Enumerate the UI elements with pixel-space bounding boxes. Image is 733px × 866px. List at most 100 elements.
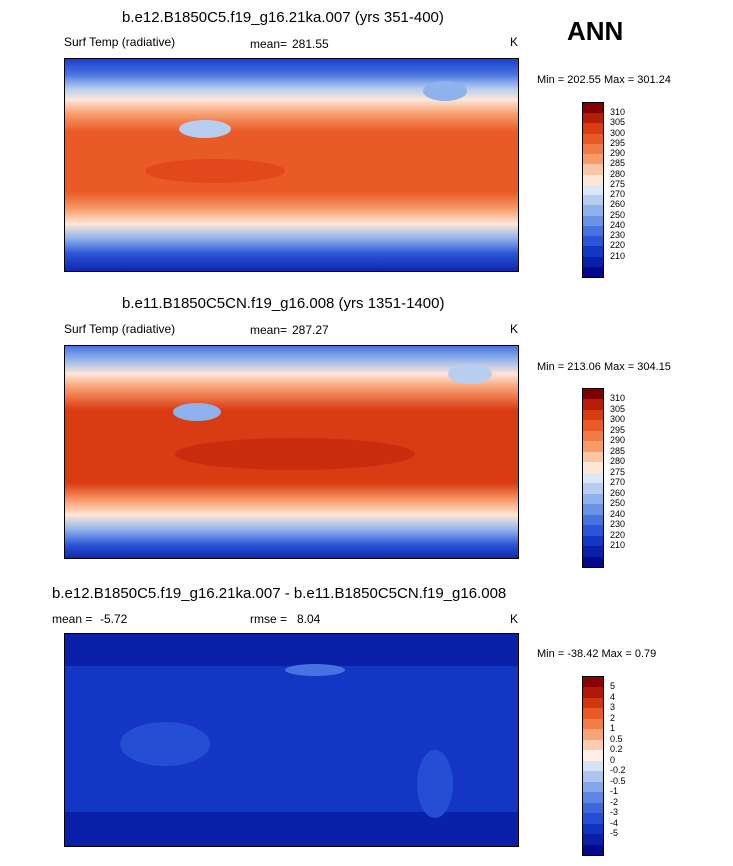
colorbar-tick-label: -0.5 [610,775,626,786]
panel2-map [64,345,519,559]
colorbar-tick-label: 210 [610,540,626,551]
colorbar-tick-label: 5 [610,681,616,692]
colorbar-tick-label: 240 [610,508,626,519]
colorbar-swatch [583,514,603,526]
colorbar-tick-label: 220 [610,529,626,540]
panel3-title: b.e12.B1850C5.f19_g16.21ka.007 - b.e11.B… [52,585,507,602]
colorbar-swatch [583,225,603,237]
colorbar-swatch [583,143,603,155]
colorbar-swatch [583,472,603,484]
panel3-rmse-value: 8.04 [297,612,321,626]
colorbar-swatch [583,483,603,494]
colorbar-swatch [583,677,603,688]
colorbar-tick-label: 310 [610,107,626,118]
colorbar-swatch [583,236,603,247]
panel1-map [64,58,519,272]
panel3-mean-label: mean = [52,612,93,626]
colorbar-swatch [583,792,603,803]
colorbar-swatch [583,184,603,196]
colorbar-swatch [583,451,603,463]
colorbar-swatch [583,174,603,185]
panel3-units: K [510,612,519,626]
panel1-variable: Surf Temp (radiative) [64,35,176,49]
panel1-units: K [510,35,519,49]
colorbar-swatch [583,164,603,175]
panel3-minmax: Min = -38.42 Max = 0.79 [537,648,657,660]
colorbar-tick-label: 240 [610,219,626,230]
colorbar-tick-label: 280 [610,168,626,179]
colorbar-tick-label: 305 [610,117,626,128]
colorbar-tick-label: 260 [610,199,626,210]
colorbar-swatch [583,133,603,144]
colorbar-swatch [583,113,603,124]
colorbar-swatch [583,546,603,557]
colorbar-tick-label: 270 [610,477,626,488]
panel2-units: K [510,322,519,336]
colorbar-swatch [583,802,603,814]
colorbar-tick-label: 2 [610,712,616,723]
panel1-mean-value: 281.55 [292,37,329,51]
colorbar-swatch [583,687,603,698]
colorbar-swatch [583,430,603,442]
colorbar-tick-label: -4 [610,817,619,828]
panel1-mean-label: mean= [250,37,288,51]
colorbar-swatch [583,103,603,114]
colorbar-swatch [583,246,603,257]
colorbar-tick-label: -2 [610,796,619,807]
panel3-rmse-label: rmse = [250,612,288,626]
colorbar-tick-label: 0 [610,754,616,765]
colorbar-swatch [583,823,603,835]
colorbar-swatch [583,556,603,567]
colorbar-tick-label: 275 [610,466,626,477]
colorbar-swatch [583,535,603,547]
colorbar-tick-label: 250 [610,498,626,509]
colorbar-swatch [583,729,603,740]
colorbar-tick-label: 300 [610,414,626,425]
colorbar-tick-label: -5 [610,828,619,839]
colorbar-tick-label: 275 [610,178,626,189]
panel2-colorbar [582,388,604,568]
colorbar-tick-label: 4 [610,691,616,702]
colorbar-swatch [583,389,603,400]
colorbar-swatch [583,708,603,719]
colorbar-swatch [583,441,603,452]
colorbar-tick-label: 210 [610,250,626,261]
colorbar-tick-label: -1 [610,786,619,797]
panel1-title: b.e12.B1850C5.f19_g16.21ka.007 (yrs 351-… [122,9,444,26]
colorbar-tick-label: 0.2 [610,744,623,755]
colorbar-tick-label: 290 [610,148,626,159]
panel2-mean-label: mean= [250,323,288,337]
colorbar-swatch [583,195,603,206]
colorbar-swatch [583,750,603,761]
colorbar-tick-label: 310 [610,393,626,404]
colorbar-tick-label: 290 [610,435,626,446]
colorbar-tick-label: 1 [610,723,616,734]
colorbar-tick-label: 230 [610,519,626,530]
colorbar-tick-label: 300 [610,127,626,138]
panel2-variable: Surf Temp (radiative) [64,322,176,336]
colorbar-tick-label: 285 [610,158,626,169]
colorbar-swatch [583,493,603,505]
colorbar-swatch [583,123,603,134]
colorbar-swatch [583,504,603,515]
panel1-minmax: Min = 202.55 Max = 301.24 [537,74,671,86]
colorbar-swatch [583,760,603,772]
colorbar-tick-label: -0.2 [610,765,626,776]
colorbar-tick-label: 285 [610,445,626,456]
colorbar-swatch [583,739,603,751]
colorbar-tick-label: 270 [610,189,626,200]
colorbar-swatch [583,834,603,845]
colorbar-swatch [583,462,603,473]
colorbar-tick-label: 3 [610,702,616,713]
colorbar-swatch [583,215,603,226]
colorbar-swatch [583,844,603,855]
panel2-title: b.e11.B1850C5CN.f19_g16.008 (yrs 1351-14… [122,295,445,312]
panel3-mean-value: -5.72 [100,612,128,626]
colorbar-tick-label: 280 [610,456,626,467]
colorbar-tick-label: 305 [610,403,626,414]
season-label: ANN [567,16,624,46]
colorbar-swatch [583,256,603,267]
colorbar-tick-label: 230 [610,230,626,241]
colorbar-swatch [583,781,603,793]
colorbar-tick-label: 260 [610,487,626,498]
